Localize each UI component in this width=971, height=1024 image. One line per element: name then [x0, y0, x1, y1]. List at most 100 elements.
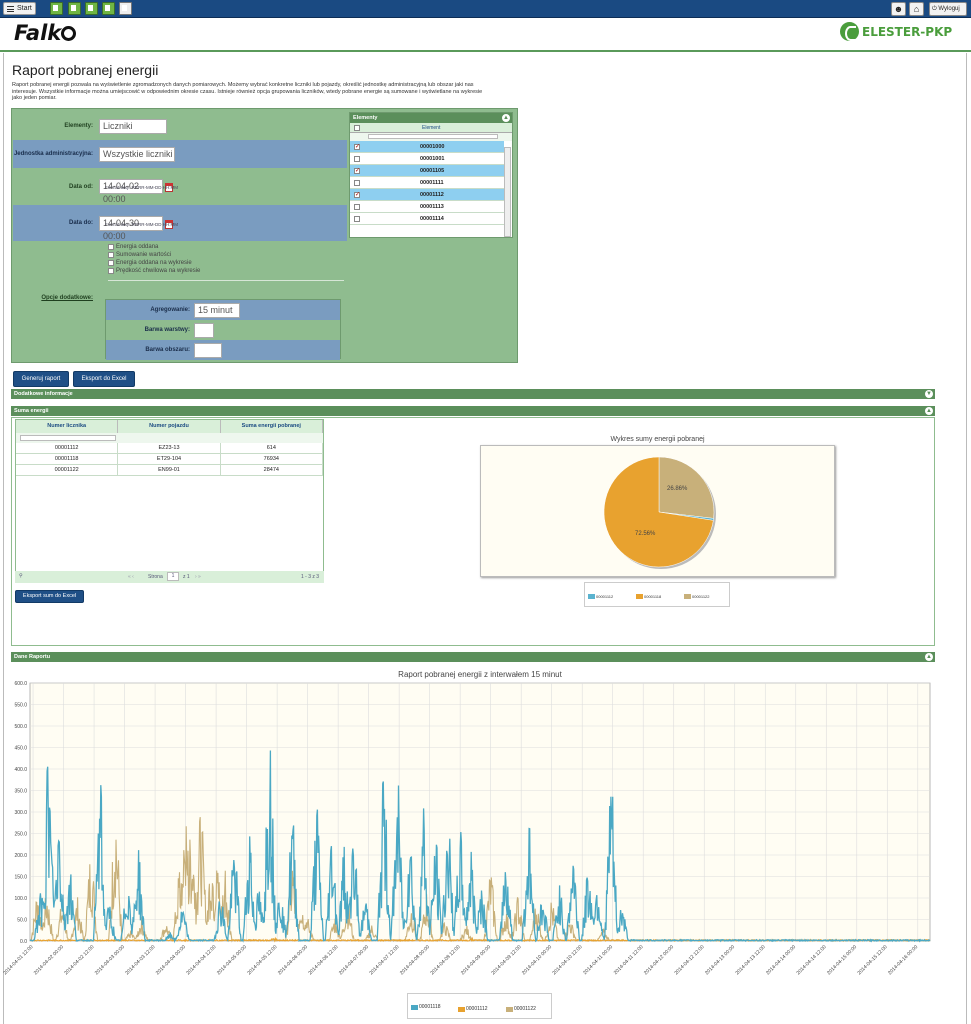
option-sum-values[interactable]: Sumowanie wartości [108, 252, 344, 258]
row-layer-color: Barwa warstwy: [106, 320, 340, 340]
elements-filter [350, 133, 512, 141]
elements-label: Elementy: [64, 123, 93, 129]
element-checkbox[interactable] [354, 179, 360, 186]
export-excel-button[interactable]: Eksport do Excel [73, 371, 135, 387]
pie-chart: 72.56% 26.86% [603, 456, 716, 569]
generate-report-button[interactable]: Generuj raport [13, 371, 69, 387]
unit-label: Jednostka administracyjna: [13, 151, 93, 157]
sum-table-body: 00001112 EZ23-13 614 00001118 ET29-104 76934 0… [16, 443, 323, 476]
logout-label: Wyloguj [938, 6, 960, 12]
logout-button[interactable]: ⏻ Wyloguj [929, 2, 967, 16]
element-row[interactable]: 00001001 [350, 153, 504, 165]
table-cell: 614 [221, 443, 323, 453]
checkbox[interactable] [108, 244, 114, 250]
sum-section-header[interactable]: Suma energii ▲ [11, 406, 935, 416]
aggregation-select[interactable]: 15 minut [194, 302, 240, 318]
content-frame [3, 53, 967, 1024]
expand-icon[interactable]: ▼ [925, 390, 933, 398]
option-label: Energia oddana [116, 244, 159, 250]
collapse-icon[interactable]: ▲ [925, 653, 933, 661]
logo-text: Falk [14, 21, 62, 45]
element-row[interactable]: ✓ 00001112 [350, 189, 504, 201]
layer-color-picker[interactable] [194, 322, 214, 338]
legend-item: 00001112 [458, 1006, 488, 1012]
checkbox[interactable] [108, 268, 114, 274]
element-checkbox[interactable]: ✓ [354, 167, 361, 174]
area-color-label: Barwa obszaru: [145, 347, 190, 353]
checkbox[interactable] [108, 260, 114, 266]
app-icon-1[interactable] [50, 2, 63, 15]
row-area-color: Barwa obszaru: [106, 340, 340, 360]
collapse-icon[interactable]: ▲ [502, 114, 510, 122]
calendar-icon[interactable] [165, 219, 173, 229]
pie-label: 72.56% [635, 531, 656, 537]
table-row[interactable]: 00001112 EZ23-13 614 [16, 443, 323, 454]
checkbox[interactable] [108, 252, 114, 258]
extra-info-title: Dodatkowe informacje [14, 391, 73, 397]
element-checkbox[interactable]: ✓ [354, 191, 361, 198]
elements-filter-input[interactable] [368, 134, 498, 139]
extra-info-section-header[interactable]: Dodatkowe informacje ▼ [11, 389, 935, 399]
elements-select[interactable]: Liczniki [99, 118, 167, 134]
start-button[interactable]: Start [3, 2, 36, 15]
column-header-vehicle[interactable]: Numer pojazdu [118, 420, 221, 433]
option-energy-returned[interactable]: Energia oddana [108, 244, 344, 250]
date-to-hint: Format daty: RRRR-MM-DD HH:MM [105, 222, 178, 227]
option-label: Energia oddana na wykresie [116, 260, 192, 266]
element-row[interactable]: 00001111 [350, 177, 504, 189]
option-speed-chart[interactable]: Prędkość chwilowa na wykresie [108, 268, 344, 274]
search-icon[interactable]: ⚲ [19, 573, 23, 579]
page-of-label: z 1 [183, 574, 190, 580]
meter-filter-input[interactable] [20, 435, 116, 441]
logo-o-mark [61, 26, 77, 41]
element-id: 00001112 [420, 191, 444, 198]
element-column-label[interactable]: Element [422, 125, 441, 131]
element-row[interactable]: ✓ 00001000 [350, 141, 504, 153]
export-sum-excel-button[interactable]: Eksport sum do Excel [15, 590, 84, 603]
element-checkbox[interactable] [354, 155, 360, 162]
element-checkbox[interactable] [354, 215, 360, 222]
page-description: Raport pobranej energii pozwala na wyświ… [12, 82, 483, 101]
date-to-input[interactable]: 14-04-30 00:00 [99, 215, 163, 241]
pager-first-prev-icons[interactable]: « ‹ [128, 574, 134, 580]
app-icon-2[interactable] [68, 2, 81, 15]
calendar-icon[interactable] [165, 183, 173, 192]
pie-slice-00001118[interactable] [603, 456, 714, 568]
option-energy-returned-chart[interactable]: Energia oddana na wykresie [108, 260, 344, 266]
table-row[interactable]: 00001122 EN99-01 28474 [16, 465, 323, 476]
elements-list: ✓ 00001000 00001001 ✓ 00001105 00001111 ✓ 00001… [350, 141, 512, 225]
pager-next-last-icons[interactable]: › » [195, 574, 201, 580]
app-icon-5[interactable] [119, 2, 132, 15]
pie-chart-legend: 00001112 00001118 00001122 [584, 582, 730, 607]
element-checkbox[interactable] [354, 203, 360, 210]
select-all-checkbox[interactable] [354, 125, 360, 131]
elements-scrollbar[interactable] [504, 147, 511, 237]
collapse-icon[interactable]: ▲ [925, 407, 933, 415]
page-input[interactable]: 1 [167, 572, 179, 581]
column-header-meter[interactable]: Numer licznika [16, 420, 119, 433]
home-icon[interactable]: ⌂ [909, 2, 924, 16]
app-icon-3[interactable] [85, 2, 98, 15]
element-checkbox[interactable]: ✓ [354, 143, 361, 150]
date-from-label: Data od: [69, 183, 93, 190]
area-color-picker[interactable] [194, 342, 222, 358]
row-date-from: Data od: 14-04-02 00:00 Format daty: RRR… [13, 168, 347, 205]
report-data-section-header[interactable]: Dane Raportu ▲ [11, 652, 935, 662]
sum-table: Numer licznika Numer pojazdu Suma energi… [15, 419, 324, 583]
element-row[interactable]: ✓ 00001105 [350, 165, 504, 177]
pie-slice-00001122[interactable] [658, 456, 715, 519]
unit-select[interactable]: Wszystkie liczniki [99, 146, 175, 162]
legend-label: 00001112 [466, 1006, 488, 1012]
element-row[interactable]: 00001114 [350, 213, 504, 225]
extra-options-label: Opcje dodatkowe: [41, 295, 93, 301]
app-icon-4[interactable] [102, 2, 115, 15]
user-icon[interactable]: ☻ [891, 2, 906, 16]
table-row[interactable]: 00001118 ET29-104 76934 [16, 454, 323, 465]
element-row[interactable]: 00001113 [350, 201, 504, 213]
start-label: Start [17, 5, 32, 12]
legend-label: 00001118 [644, 594, 662, 599]
page-title: Raport pobranej energii [12, 62, 159, 78]
elester-logo: ELESTER-PKP [840, 22, 952, 41]
date-from-input[interactable]: 14-04-02 00:00 [99, 179, 163, 204]
column-header-energy[interactable]: Suma energii pobranej [221, 420, 323, 433]
